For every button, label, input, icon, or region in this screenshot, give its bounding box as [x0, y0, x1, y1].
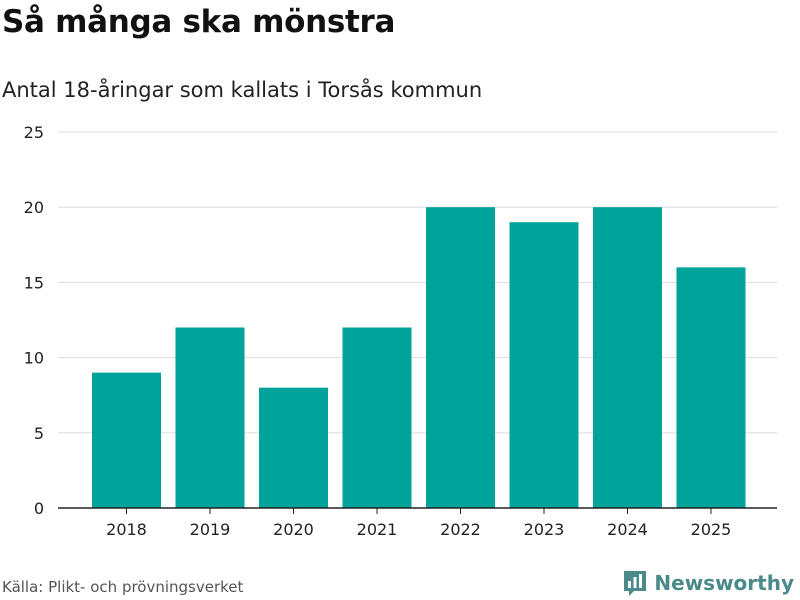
- bar-2022[interactable]: [426, 207, 495, 508]
- y-tick-label: 20: [24, 198, 44, 217]
- source-note: Källa: Plikt- och prövningsverket: [2, 578, 244, 596]
- bar-2025[interactable]: [676, 267, 746, 508]
- bar-2019[interactable]: [175, 327, 245, 508]
- x-tick-label: 2019: [190, 520, 231, 539]
- bar-2018[interactable]: [92, 372, 161, 508]
- chart-subtitle: Antal 18-åringar som kallats i Torsås ko…: [2, 78, 483, 102]
- chart-title: Så många ska mönstra: [2, 4, 396, 40]
- y-tick-label: 25: [24, 123, 44, 142]
- brand-logo[interactable]: Newsworthy: [622, 569, 794, 597]
- x-tick-label: 2021: [357, 520, 398, 539]
- bar-2020[interactable]: [259, 387, 328, 508]
- bars: [92, 207, 746, 508]
- gridlines: [58, 131, 777, 434]
- x-tick-label: 2024: [607, 520, 648, 539]
- bar-2024[interactable]: [593, 207, 662, 508]
- y-tick-label: 15: [24, 273, 44, 292]
- x-tick-label: 2022: [440, 520, 481, 539]
- x-tick-label: 2023: [524, 520, 565, 539]
- brand-name: Newsworthy: [654, 571, 794, 595]
- chart-logo-icon: [624, 571, 647, 596]
- y-tick-label: 0: [34, 499, 44, 518]
- y-tick-label: 5: [34, 424, 44, 443]
- x-tick-labels: 2018 2019 2020 2021 2022 2023 2024 2025: [106, 508, 731, 539]
- y-tick-label: 10: [24, 349, 44, 368]
- bar-2021[interactable]: [342, 327, 412, 508]
- x-tick-label: 2020: [273, 520, 314, 539]
- y-tick-labels: 0 5 10 15 20 25: [24, 123, 44, 518]
- x-tick-label: 2018: [106, 520, 147, 539]
- bar-2023[interactable]: [509, 222, 579, 508]
- x-tick-label: 2025: [691, 520, 732, 539]
